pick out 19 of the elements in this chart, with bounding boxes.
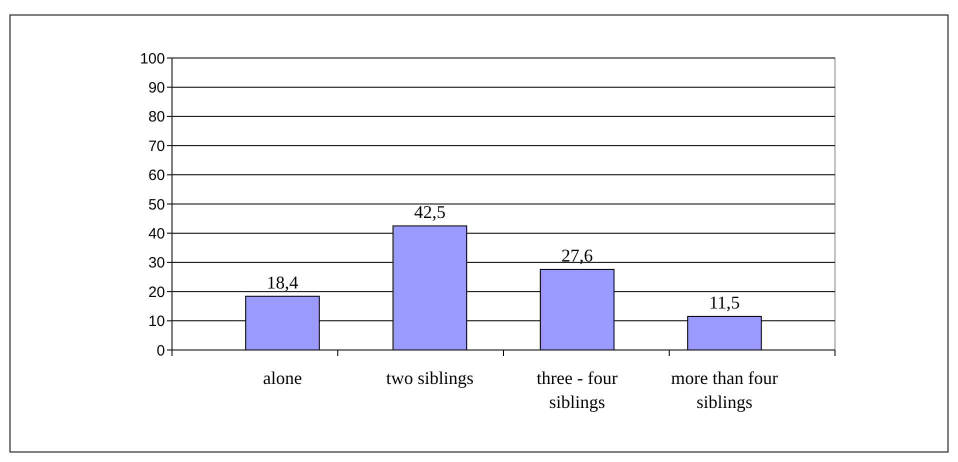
y-tick-label: 30 bbox=[148, 254, 165, 272]
y-tick-label: 100 bbox=[140, 50, 165, 68]
y-tick-label: 90 bbox=[148, 79, 165, 96]
y-tick-label: 0 bbox=[156, 342, 165, 360]
x-tick-label: alone bbox=[263, 368, 302, 388]
y-tick-label: 40 bbox=[148, 225, 165, 242]
x-tick-label: three - four siblings bbox=[536, 368, 618, 412]
data-label: 18,4 bbox=[266, 272, 298, 292]
x-tick-label: more than four siblings bbox=[671, 368, 778, 412]
data-label: 11,5 bbox=[709, 292, 740, 312]
y-tick-label: 20 bbox=[148, 284, 165, 301]
y-tick-label: 80 bbox=[148, 108, 165, 126]
y-tick-label: 50 bbox=[148, 196, 165, 214]
data-label: 42,5 bbox=[414, 202, 446, 222]
y-tick-label: 10 bbox=[148, 313, 165, 330]
data-label: 27,6 bbox=[561, 245, 593, 266]
x-tick-label: two siblings bbox=[386, 368, 474, 388]
y-tick-label: 60 bbox=[148, 167, 165, 184]
y-tick-label: 70 bbox=[148, 138, 165, 155]
